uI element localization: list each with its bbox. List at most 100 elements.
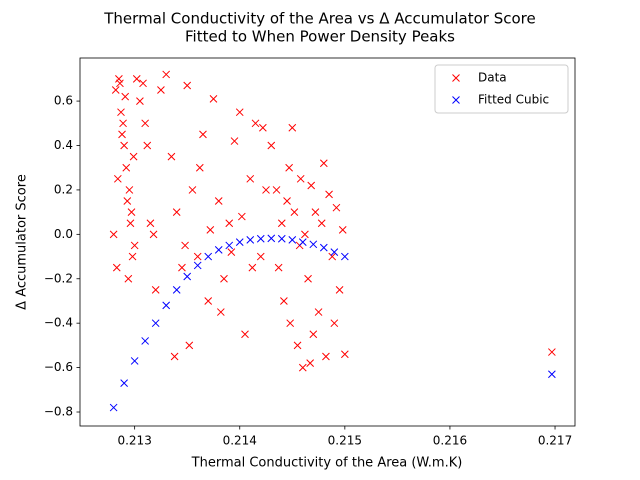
y-tick-label: −0.4 <box>44 316 73 330</box>
data-point <box>151 286 160 294</box>
data-point <box>277 234 286 243</box>
data-point <box>115 75 123 83</box>
data-point <box>246 174 255 183</box>
data-point <box>330 319 339 328</box>
data-point <box>340 252 349 261</box>
data-point <box>272 186 281 194</box>
data-point <box>132 75 141 83</box>
data-point <box>122 163 131 172</box>
data-point <box>123 197 132 205</box>
data-point <box>121 92 130 101</box>
x-tick-label: 0.213 <box>117 434 151 448</box>
data-point <box>157 86 165 94</box>
y-tick-label: 0.0 <box>54 227 73 241</box>
data-point <box>149 230 158 239</box>
data-point <box>162 70 171 79</box>
data-point <box>227 248 236 256</box>
y-tick-label: −0.8 <box>44 405 73 419</box>
data-point <box>141 119 150 128</box>
y-tick-label: −0.2 <box>44 271 73 285</box>
data-point <box>283 197 291 205</box>
legend-label: Data <box>478 71 507 85</box>
data-point <box>216 308 225 316</box>
data-point <box>290 208 299 216</box>
data-point <box>225 241 234 250</box>
y-tick-label: 0.4 <box>54 138 73 152</box>
chart-title: Thermal Conductivity of the Area vs Δ Ac… <box>103 10 535 28</box>
x-tick-label: 0.216 <box>433 434 467 448</box>
x-tick-label: 0.214 <box>223 434 257 448</box>
data-point <box>304 274 312 283</box>
data-point <box>214 197 223 205</box>
data-point <box>141 337 150 345</box>
data-point <box>181 241 189 250</box>
data-point <box>325 190 333 199</box>
y-tick-label: 0.2 <box>54 182 73 196</box>
data-point <box>130 241 139 250</box>
data-point <box>120 379 128 387</box>
data-point <box>230 137 239 145</box>
data-point <box>130 357 139 365</box>
legend-marker <box>452 74 460 82</box>
data-point <box>256 234 265 243</box>
data-point <box>241 330 249 339</box>
data-point <box>128 252 137 261</box>
data-point <box>338 226 347 234</box>
data-point <box>330 248 339 256</box>
data-point <box>109 230 118 239</box>
data-point <box>220 274 228 283</box>
data-point <box>167 152 176 161</box>
legend-box <box>434 64 569 114</box>
data-point <box>286 319 295 328</box>
data-point <box>237 212 246 221</box>
data-point <box>146 219 155 228</box>
data-point <box>143 141 152 150</box>
data-point <box>113 174 122 183</box>
data-point <box>267 141 276 150</box>
data-point <box>151 319 160 328</box>
data-point <box>314 308 323 316</box>
data-point <box>309 240 318 249</box>
data-point <box>199 130 207 139</box>
data-point <box>332 203 341 212</box>
legend-label: Fitted Cubic <box>478 93 549 107</box>
data-point <box>277 219 286 228</box>
data-point <box>256 252 265 261</box>
data-point <box>340 350 349 359</box>
data-point <box>288 123 297 132</box>
legend-marker <box>452 96 460 104</box>
data-point <box>178 263 186 272</box>
data-point <box>188 186 197 194</box>
data-point <box>172 208 181 216</box>
data-point <box>548 370 556 379</box>
data-point <box>251 119 260 128</box>
data-point <box>120 141 128 150</box>
data-point <box>298 238 307 246</box>
data-point <box>204 252 213 261</box>
data-point <box>206 226 215 234</box>
data-point <box>307 181 316 190</box>
data-point <box>127 208 136 216</box>
data-point <box>214 246 223 254</box>
data-point <box>162 301 171 310</box>
data-point <box>118 130 126 139</box>
data-point <box>129 152 138 161</box>
data-point <box>125 186 134 194</box>
data-point <box>319 243 328 252</box>
data-point <box>209 95 218 103</box>
data-point <box>293 341 302 350</box>
x-tick-label: 0.215 <box>328 434 362 448</box>
data-point <box>235 108 244 117</box>
data-point <box>185 341 194 350</box>
data-point <box>317 219 326 228</box>
data-point <box>139 79 147 88</box>
data-point <box>288 236 297 244</box>
data-point <box>301 230 309 239</box>
data-point <box>183 81 192 90</box>
data-point <box>274 263 283 272</box>
data-point <box>225 219 234 228</box>
data-point <box>126 219 135 228</box>
data-point <box>172 286 181 294</box>
